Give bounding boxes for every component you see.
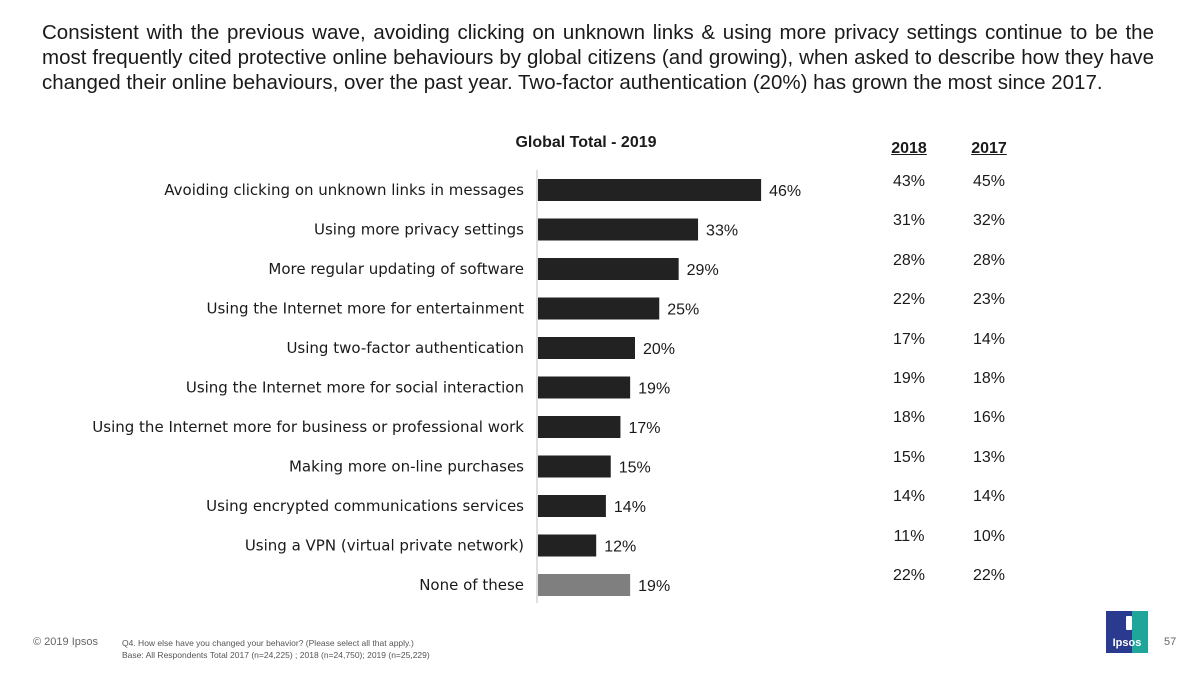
category-label: More regular updating of software xyxy=(268,260,524,278)
value-label: 19% xyxy=(638,578,670,595)
bar xyxy=(538,297,660,320)
value-label: 14% xyxy=(614,499,646,516)
value-2018: 22% xyxy=(892,567,926,584)
category-label: None of these xyxy=(419,576,524,594)
value-2018: 14% xyxy=(892,488,926,506)
category-label: Using more privacy settings xyxy=(314,221,524,239)
value-label: 17% xyxy=(628,420,660,437)
copyright: © 2019 Ipsos xyxy=(33,636,98,648)
value-label: 19% xyxy=(638,381,670,398)
footnote-question: Q4. How else have you changed your behav… xyxy=(122,638,414,648)
value-label: 46% xyxy=(769,183,801,200)
bar xyxy=(538,416,621,438)
value-2017: 13% xyxy=(972,448,1006,466)
value-2017: 14% xyxy=(972,488,1006,506)
bar xyxy=(538,337,635,359)
value-2017: 45% xyxy=(972,173,1006,190)
value-2017: 22% xyxy=(972,567,1006,584)
value-label: 29% xyxy=(687,262,719,279)
footnote: Q4. How else have you changed your behav… xyxy=(122,637,430,661)
category-label: Avoiding clicking on unknown links in me… xyxy=(164,181,524,199)
value-2017: 28% xyxy=(972,251,1006,269)
value-2018: 19% xyxy=(892,370,926,387)
logo-text: Ipsos xyxy=(1112,637,1142,649)
value-2018: 15% xyxy=(892,448,926,466)
value-2018: 31% xyxy=(892,212,926,230)
value-2018: 18% xyxy=(892,409,926,427)
value-label: 33% xyxy=(706,223,738,240)
value-2018: 11% xyxy=(893,527,925,545)
bar xyxy=(538,376,631,399)
chart-title: Global Total - 2019 xyxy=(515,134,657,151)
category-label: Using a VPN (virtual private network) xyxy=(245,537,524,555)
bar xyxy=(538,258,679,280)
value-label: 15% xyxy=(619,460,651,477)
category-label: Using the Internet more for entertainmen… xyxy=(207,300,525,318)
value-label: 12% xyxy=(604,539,636,556)
column-header-2017: 2017 xyxy=(971,140,1007,157)
value-2018: 28% xyxy=(892,251,926,269)
value-2017: 14% xyxy=(972,330,1006,348)
bar xyxy=(538,574,631,596)
headline: Consistent with the previous wave, avoid… xyxy=(42,21,1154,94)
category-label: Using encrypted communications services xyxy=(206,497,524,515)
bar xyxy=(538,218,699,241)
value-2017: 18% xyxy=(972,370,1006,387)
value-label: 25% xyxy=(667,302,699,319)
category-label: Using two-factor authentication xyxy=(286,339,524,357)
value-2018: 17% xyxy=(892,330,926,348)
category-label: Making more on-line purchases xyxy=(289,458,524,476)
value-2017: 16% xyxy=(972,409,1006,427)
bar xyxy=(538,534,597,557)
ipsos-logo: Ipsos xyxy=(1106,611,1148,653)
bar xyxy=(538,179,762,201)
value-2017: 23% xyxy=(972,291,1006,309)
bar xyxy=(538,495,606,517)
category-label: Using the Internet more for business or … xyxy=(92,418,524,436)
value-2018: 22% xyxy=(892,291,926,309)
bar xyxy=(538,455,611,478)
value-2017: 10% xyxy=(972,527,1006,545)
footnote-base: Base: All Respondents Total 2017 (n=24,2… xyxy=(122,650,430,660)
page-number: 57 xyxy=(1164,636,1177,648)
value-2017: 32% xyxy=(972,212,1006,230)
value-2018: 43% xyxy=(892,173,926,190)
column-header-2018: 2018 xyxy=(891,140,927,157)
category-label: Using the Internet more for social inter… xyxy=(186,379,524,397)
value-label: 20% xyxy=(643,341,675,358)
